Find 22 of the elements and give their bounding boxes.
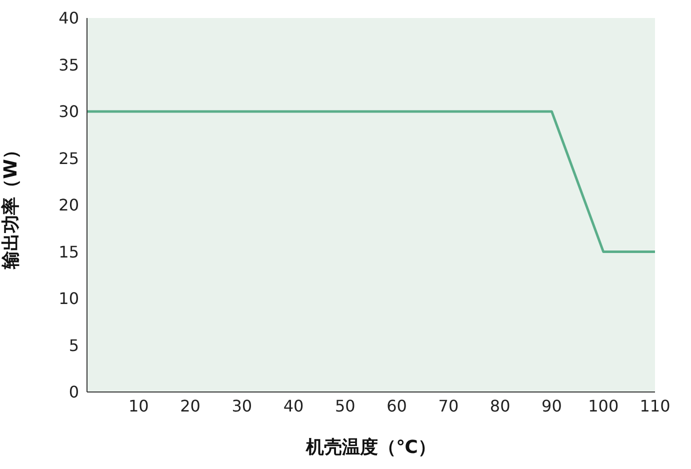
x-tick-label: 20 <box>180 396 200 416</box>
y-tick-label: 5 <box>68 336 79 355</box>
y-tick-label: 35 <box>58 55 79 74</box>
x-tick-label: 50 <box>335 396 356 416</box>
y-tick-label: 20 <box>58 196 79 215</box>
y-tick-label: 10 <box>58 289 79 308</box>
x-tick-label: 30 <box>232 396 252 416</box>
y-tick-label: 15 <box>58 242 79 262</box>
x-axis-title: 机壳温度（℃） <box>305 436 436 458</box>
x-tick-label: 40 <box>283 396 304 416</box>
x-tick-label: 110 <box>640 396 670 416</box>
x-tick-label: 100 <box>588 396 619 416</box>
x-tick-label: 60 <box>386 396 407 416</box>
y-tick-label: 40 <box>58 8 79 28</box>
x-tick-label: 70 <box>438 396 459 416</box>
x-tick-label: 10 <box>128 396 149 416</box>
x-tick-label: 90 <box>542 396 562 416</box>
x-tick-label: 80 <box>490 396 510 416</box>
y-tick-label: 30 <box>58 102 79 122</box>
y-tick-label: 25 <box>58 148 79 168</box>
y-tick-label: 0 <box>68 382 79 402</box>
y-axis-title: 输出功率（W） <box>0 141 22 270</box>
